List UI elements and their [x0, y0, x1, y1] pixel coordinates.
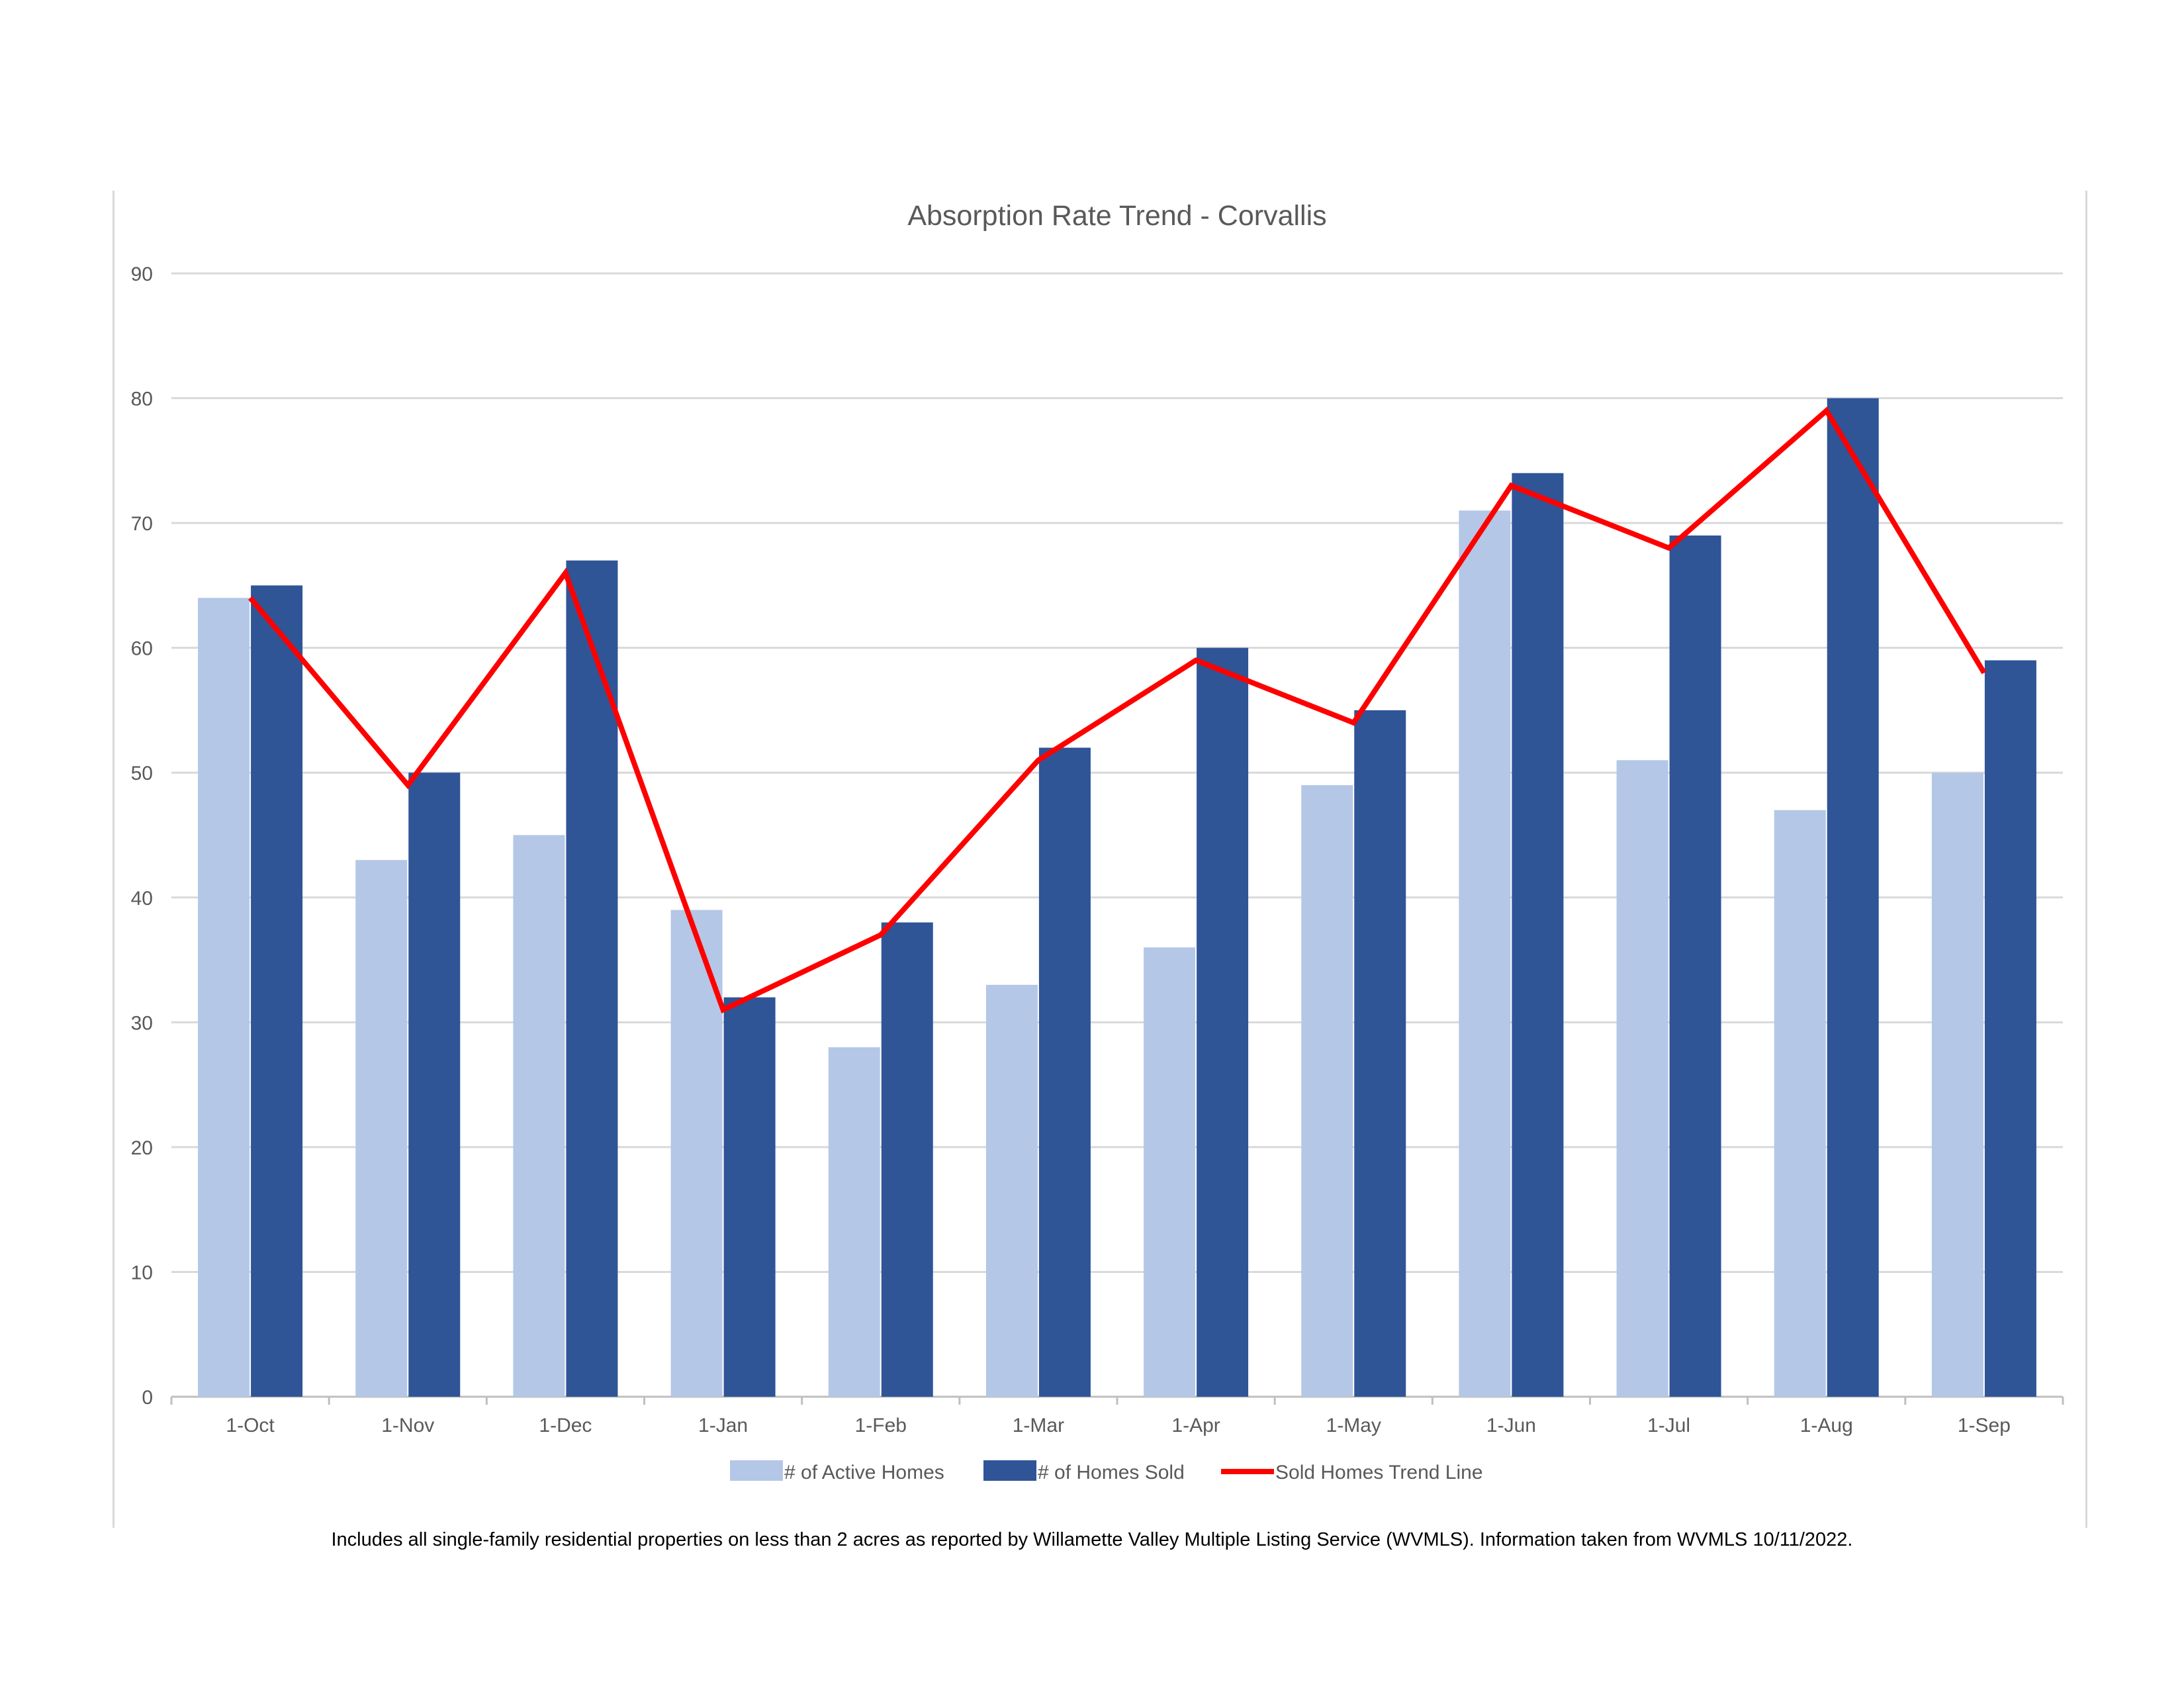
chart-frame: Absorption Rate Trend - Corvallis 0 10 20 30…	[113, 191, 2087, 1528]
y-tick-label: 60	[131, 638, 153, 660]
bar-active-homes	[1931, 773, 1983, 1397]
trend-point	[1826, 410, 1827, 411]
x-tick-label: 1-Mar	[1013, 1415, 1064, 1436]
bar-active-homes	[198, 598, 250, 1397]
y-tick-label: 20	[131, 1137, 153, 1159]
bar-active-homes	[1144, 947, 1196, 1397]
y-tick-label: 50	[131, 763, 153, 784]
legend-active-homes-label: # of Active Homes	[784, 1462, 944, 1483]
bar-homes-sold	[1984, 660, 2036, 1397]
x-tick-label: 1-Dec	[539, 1415, 592, 1436]
trend-line	[248, 406, 1987, 1013]
y-tick-label: 80	[131, 389, 153, 410]
legend-homes-sold-label: # of Homes Sold	[1038, 1462, 1185, 1483]
bar-active-homes	[1301, 785, 1353, 1397]
trend-point	[1668, 547, 1670, 549]
x-tick-label: 1-Feb	[855, 1415, 907, 1436]
bar-active-homes	[513, 835, 565, 1397]
bar-active-homes	[828, 1047, 880, 1397]
bar-homes-sold	[408, 773, 461, 1397]
bar-homes-sold	[723, 997, 776, 1397]
x-tick-label: 1-May	[1326, 1415, 1381, 1436]
x-tick-label: 1-Jul	[1647, 1415, 1690, 1436]
bar-homes-sold	[1197, 647, 1249, 1397]
bar-homes-sold	[566, 560, 618, 1397]
trend-point	[1353, 722, 1354, 724]
bar-homes-sold	[1512, 473, 1564, 1397]
y-tick-label: 10	[131, 1262, 153, 1284]
legend-active-homes-swatch	[730, 1460, 783, 1481]
bar-homes-sold	[1827, 398, 1879, 1397]
bar-homes-sold	[881, 922, 933, 1397]
bar-active-homes	[1616, 760, 1668, 1397]
x-tick-label: 1-Sep	[1958, 1415, 2011, 1436]
x-tick-label: 1-Apr	[1171, 1415, 1220, 1436]
chart-svg: Absorption Rate Trend - Corvallis 0 10 20 30…	[131, 200, 2064, 1483]
bar-active-homes	[1459, 510, 1511, 1397]
x-tick-label: 1-Jun	[1486, 1415, 1536, 1436]
y-tick-label: 30	[131, 1012, 153, 1034]
bar-homes-sold	[1354, 710, 1406, 1397]
x-tick-label: 1-Jan	[698, 1415, 748, 1436]
legend-trend-line-label: Sold Homes Trend Line	[1275, 1462, 1483, 1483]
x-tick-label: 1-Oct	[226, 1415, 275, 1436]
trend-point	[1510, 485, 1512, 487]
legend-homes-sold-swatch	[983, 1460, 1036, 1481]
trend-point	[1195, 660, 1197, 661]
bar-active-homes	[1774, 810, 1826, 1397]
x-tick-label: 1-Aug	[1800, 1415, 1853, 1436]
bar-homes-sold	[1669, 535, 1721, 1397]
bar-active-homes	[355, 860, 408, 1397]
footnote: Includes all single-family residential p…	[331, 1529, 1853, 1550]
chart-title: Absorption Rate Trend - Corvallis	[907, 200, 1326, 232]
y-tick-label: 90	[131, 263, 153, 285]
y-tick-label: 70	[131, 513, 153, 535]
bar-active-homes	[985, 984, 1038, 1397]
bar-homes-sold	[251, 585, 303, 1397]
y-tick-label: 40	[131, 888, 153, 910]
y-tick-label: 0	[142, 1387, 153, 1409]
bar-homes-sold	[1038, 747, 1091, 1397]
x-tick-label: 1-Nov	[381, 1415, 434, 1436]
